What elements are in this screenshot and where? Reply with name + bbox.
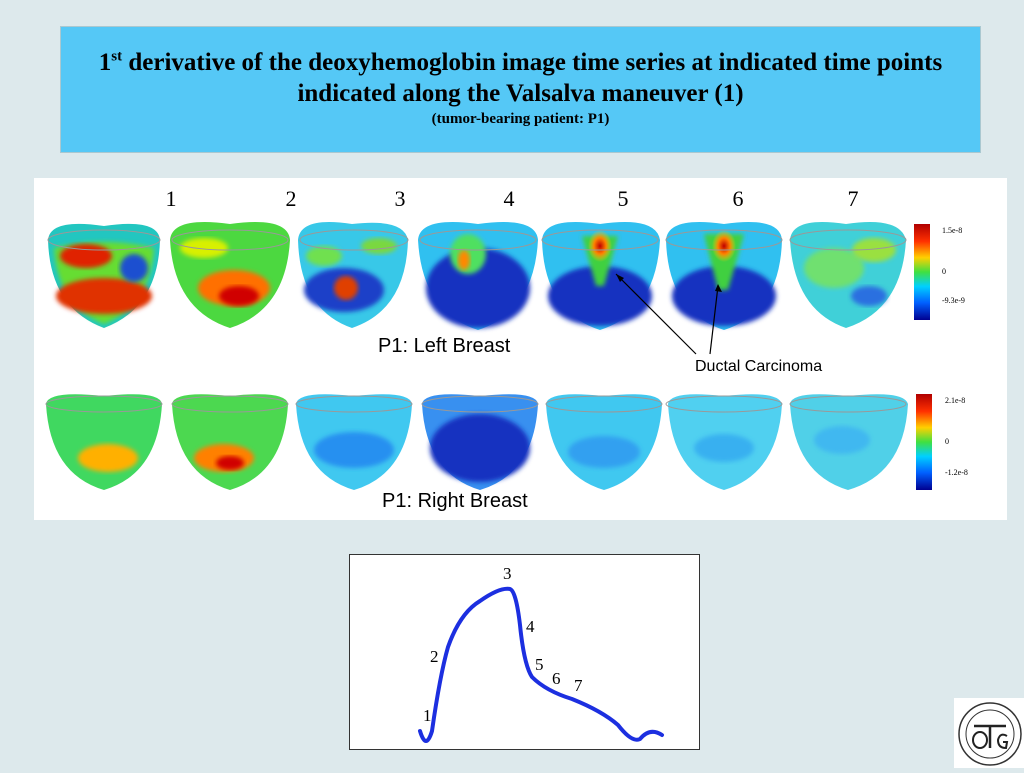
valsalva-curve-box: 1 2 3 4 5 6 7 [349, 554, 700, 750]
otg-logo-icon [958, 702, 1022, 766]
left-breast-image-3 [298, 222, 409, 328]
curve-label-3: 3 [503, 564, 512, 583]
title-superscript: st [111, 48, 123, 65]
title-prefix: 1 [98, 49, 112, 76]
curve-label-4: 4 [526, 617, 535, 636]
curve-label-2: 2 [430, 647, 439, 666]
curve-label-5: 5 [535, 655, 544, 674]
curve-label-7: 7 [574, 676, 583, 695]
right-breast-image-4 [421, 394, 539, 490]
annotation-arrow-1 [615, 273, 697, 355]
annotation-arrow-2 [709, 285, 719, 355]
title-text: derivative of the deoxyhemoglobin image … [122, 49, 943, 107]
image-panel: 1 2 3 4 5 6 7 [34, 178, 1007, 520]
otg-logo [954, 698, 1024, 768]
left-breast-image-7 [789, 222, 907, 328]
left-breast-row [47, 222, 907, 330]
time-label-2: 2 [285, 186, 297, 211]
time-label-5: 5 [617, 186, 629, 211]
left-colorbar-min: -9.3e-9 [942, 296, 965, 305]
right-colorbar-max: 2.1e-8 [945, 396, 966, 405]
right-breast-image-7 [789, 394, 908, 490]
left-breast-image-5 [541, 222, 660, 330]
time-label-4: 4 [503, 186, 515, 211]
right-breast-row [45, 394, 908, 490]
left-colorbar [914, 224, 930, 320]
time-label-3: 3 [394, 186, 406, 211]
time-label-7: 7 [847, 186, 859, 211]
time-label-1: 1 [165, 186, 177, 211]
left-breast-image-1 [47, 223, 161, 328]
right-breast-image-5 [545, 394, 663, 490]
ductal-carcinoma-label: Ductal Carcinoma [695, 358, 823, 375]
title-box: 1st derivative of the deoxyhemoglobin im… [60, 26, 981, 153]
right-colorbar-min: -1.2e-8 [945, 468, 968, 477]
right-breast-image-3 [295, 394, 413, 490]
left-breast-label: P1: Left Breast [378, 335, 511, 357]
left-breast-image-6 [665, 222, 783, 330]
slide-subtitle: (tumor-bearing patient: P1) [431, 111, 610, 127]
right-breast-image-1 [45, 394, 163, 490]
right-breast-image-2 [171, 394, 289, 490]
curve-label-6: 6 [552, 669, 561, 688]
valsalva-curve [418, 586, 664, 743]
right-breast-label: P1: Right Breast [382, 490, 528, 512]
right-colorbar-mid: 0 [945, 437, 949, 446]
slide-title: 1st derivative of the deoxyhemoglobin im… [61, 47, 980, 109]
left-breast-image-2 [170, 222, 290, 328]
breast-images [45, 222, 932, 490]
left-colorbar-mid: 0 [942, 267, 946, 276]
right-breast-image-6 [665, 394, 783, 490]
curve-label-1: 1 [423, 706, 432, 725]
right-colorbar [916, 394, 932, 490]
left-breast-image-4 [418, 222, 538, 330]
time-label-6: 6 [732, 186, 744, 211]
valsalva-curve-line [418, 586, 664, 743]
left-colorbar-max: 1.5e-8 [942, 226, 963, 235]
